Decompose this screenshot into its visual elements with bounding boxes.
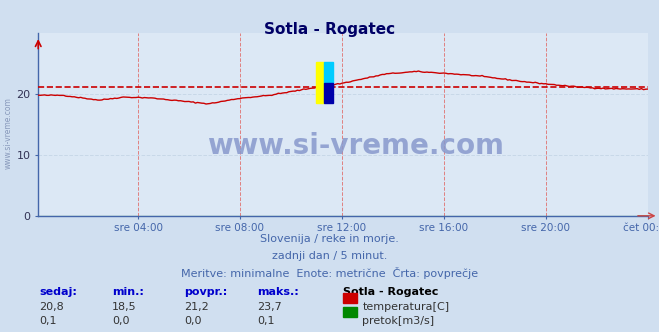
- Text: povpr.:: povpr.:: [185, 287, 228, 297]
- Text: 20,8: 20,8: [40, 302, 65, 312]
- Text: 0,0: 0,0: [112, 316, 130, 326]
- Text: 23,7: 23,7: [257, 302, 282, 312]
- Bar: [324, 82, 333, 103]
- Text: www.si-vreme.com: www.si-vreme.com: [207, 132, 503, 160]
- Text: www.si-vreme.com: www.si-vreme.com: [3, 97, 13, 169]
- Text: 21,2: 21,2: [185, 302, 210, 312]
- Text: 0,1: 0,1: [40, 316, 57, 326]
- Text: 0,0: 0,0: [185, 316, 202, 326]
- Text: maks.:: maks.:: [257, 287, 299, 297]
- Text: pretok[m3/s]: pretok[m3/s]: [362, 316, 434, 326]
- Text: Sotla - Rogatec: Sotla - Rogatec: [264, 22, 395, 37]
- Text: zadnji dan / 5 minut.: zadnji dan / 5 minut.: [272, 251, 387, 261]
- Text: Meritve: minimalne  Enote: metrične  Črta: povprečje: Meritve: minimalne Enote: metrične Črta:…: [181, 267, 478, 279]
- Text: 0,1: 0,1: [257, 316, 275, 326]
- Bar: [316, 62, 324, 103]
- Text: temperatura[C]: temperatura[C]: [362, 302, 449, 312]
- Text: min.:: min.:: [112, 287, 144, 297]
- Text: Slovenija / reke in morje.: Slovenija / reke in morje.: [260, 234, 399, 244]
- Text: sedaj:: sedaj:: [40, 287, 77, 297]
- Bar: [324, 62, 333, 82]
- Text: 18,5: 18,5: [112, 302, 136, 312]
- Text: Sotla - Rogatec: Sotla - Rogatec: [343, 287, 438, 297]
